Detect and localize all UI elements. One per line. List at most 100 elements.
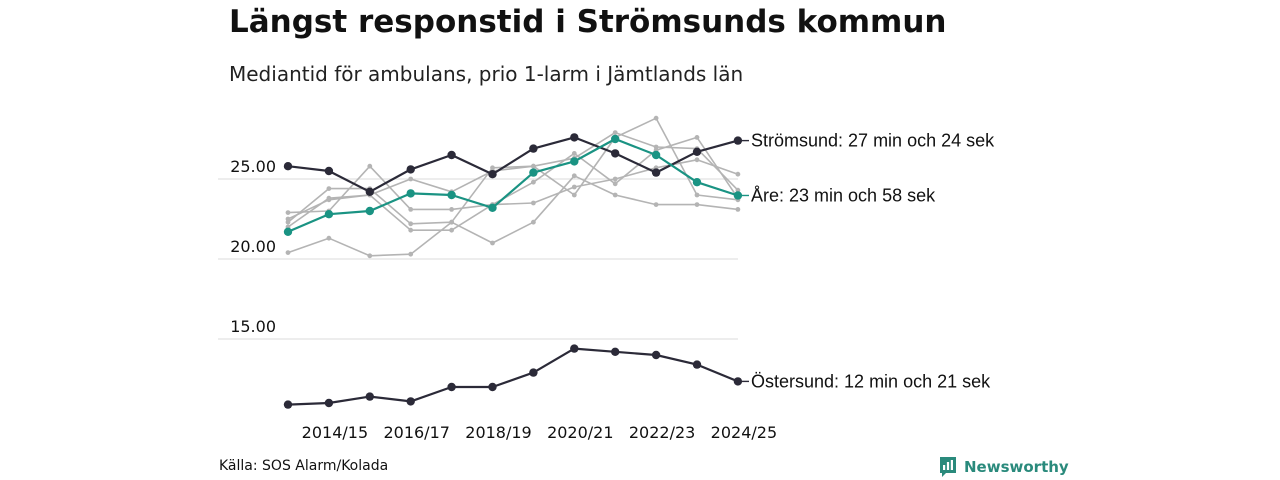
data-point bbox=[571, 192, 577, 198]
y-tick-label: 15.00 bbox=[230, 317, 276, 336]
data-point bbox=[735, 187, 741, 193]
series-line-östersund bbox=[287, 347, 739, 406]
data-point bbox=[324, 210, 334, 219]
data-point bbox=[488, 382, 497, 392]
data-point bbox=[283, 227, 293, 236]
data-point bbox=[326, 235, 332, 241]
data-point bbox=[408, 227, 414, 233]
data-point bbox=[408, 251, 414, 257]
chart-title: Längst responstid i Strömsunds kommun bbox=[229, 4, 947, 40]
newsworthy-logo-icon bbox=[940, 457, 956, 477]
data-point bbox=[694, 192, 700, 198]
data-point bbox=[285, 216, 291, 222]
data-point bbox=[324, 166, 334, 176]
source-note: Källa: SOS Alarm/Kolada bbox=[219, 458, 389, 474]
data-point bbox=[447, 150, 456, 160]
data-point bbox=[692, 360, 702, 369]
data-point bbox=[488, 203, 497, 212]
data-point bbox=[367, 253, 373, 259]
x-tick-label: 2020/21 bbox=[547, 423, 613, 442]
data-point bbox=[326, 186, 332, 192]
data-point bbox=[694, 157, 700, 163]
end-label-strömsund: Strömsund: 27 min och 24 sek bbox=[751, 131, 995, 151]
data-point bbox=[571, 151, 577, 156]
data-point bbox=[653, 202, 659, 208]
data-point bbox=[408, 176, 414, 182]
data-point bbox=[449, 227, 454, 233]
highlight-series-layer bbox=[283, 133, 743, 409]
data-point bbox=[531, 163, 536, 169]
data-point bbox=[406, 397, 415, 406]
data-point bbox=[531, 200, 536, 206]
data-point bbox=[571, 184, 577, 190]
data-point bbox=[447, 382, 456, 392]
x-tick-label: 2016/17 bbox=[383, 423, 449, 442]
data-point bbox=[529, 368, 538, 377]
brand-name: Newsworthy bbox=[964, 458, 1069, 476]
x-tick-label: 2024/25 bbox=[711, 423, 777, 442]
data-point bbox=[735, 207, 741, 212]
data-point bbox=[692, 178, 702, 187]
x-tick-label: 2018/19 bbox=[465, 423, 531, 442]
data-point bbox=[612, 192, 618, 198]
x-tick-label: 2014/15 bbox=[302, 423, 368, 442]
data-point bbox=[571, 173, 577, 179]
data-point bbox=[529, 168, 538, 177]
data-point bbox=[406, 165, 415, 174]
data-point bbox=[653, 115, 659, 121]
data-point bbox=[449, 219, 454, 225]
data-point bbox=[365, 206, 374, 216]
y-tick-label: 20.00 bbox=[230, 237, 276, 256]
data-point bbox=[529, 144, 538, 153]
data-point bbox=[653, 144, 659, 150]
axis-layer: 15.00 20.00 25.00 2014/15 2016/17 2018/19 2020… bbox=[230, 157, 777, 442]
series-line-strömsund bbox=[287, 136, 739, 193]
data-point bbox=[447, 190, 456, 200]
brand-logo: Newsworthy bbox=[938, 456, 1069, 478]
data-point bbox=[612, 181, 618, 187]
data-point bbox=[326, 195, 332, 201]
data-point bbox=[367, 163, 373, 169]
end-label-östersund: Östersund: 12 min och 21 sek bbox=[751, 371, 991, 391]
data-point bbox=[365, 392, 374, 401]
data-point bbox=[694, 202, 700, 208]
data-point bbox=[449, 207, 454, 212]
data-point bbox=[285, 250, 291, 256]
data-point bbox=[406, 189, 415, 198]
data-point bbox=[651, 150, 661, 160]
data-point bbox=[570, 344, 579, 353]
data-point bbox=[694, 135, 700, 140]
data-point bbox=[283, 162, 293, 171]
series-line-åre bbox=[287, 137, 739, 233]
series-line-övrig-kommun-5 bbox=[287, 131, 739, 228]
data-point bbox=[285, 210, 291, 216]
data-point bbox=[612, 176, 618, 182]
data-point bbox=[488, 170, 497, 179]
chart-subtitle: Mediantid för ambulans, prio 1-larm i Jä… bbox=[229, 62, 744, 86]
end-label-åre: Åre: 23 min och 58 sek bbox=[751, 185, 936, 205]
data-point bbox=[570, 133, 579, 142]
y-tick-label: 25.00 bbox=[230, 157, 276, 176]
data-point bbox=[611, 149, 620, 158]
background-series-layer bbox=[285, 115, 741, 259]
data-point bbox=[365, 187, 374, 196]
end-label-layer: Strömsund: 27 min och 24 sek Åre: 23 min … bbox=[737, 131, 995, 391]
data-point bbox=[408, 207, 414, 212]
data-point bbox=[531, 179, 536, 185]
series-line-övrig-kommun-2 bbox=[287, 117, 738, 225]
data-point bbox=[490, 240, 495, 246]
x-tick-label: 2022/23 bbox=[629, 423, 695, 442]
series-line-övrig-kommun-3 bbox=[287, 175, 738, 257]
data-point bbox=[570, 157, 579, 166]
data-point bbox=[531, 219, 536, 225]
data-point bbox=[651, 168, 661, 177]
series-line-övrig-kommun-1 bbox=[287, 159, 739, 214]
data-point bbox=[611, 347, 620, 356]
data-point bbox=[408, 221, 414, 227]
data-point bbox=[612, 130, 618, 136]
data-point bbox=[651, 350, 661, 360]
data-point bbox=[692, 147, 702, 156]
data-point bbox=[283, 400, 293, 409]
data-point bbox=[324, 398, 334, 408]
